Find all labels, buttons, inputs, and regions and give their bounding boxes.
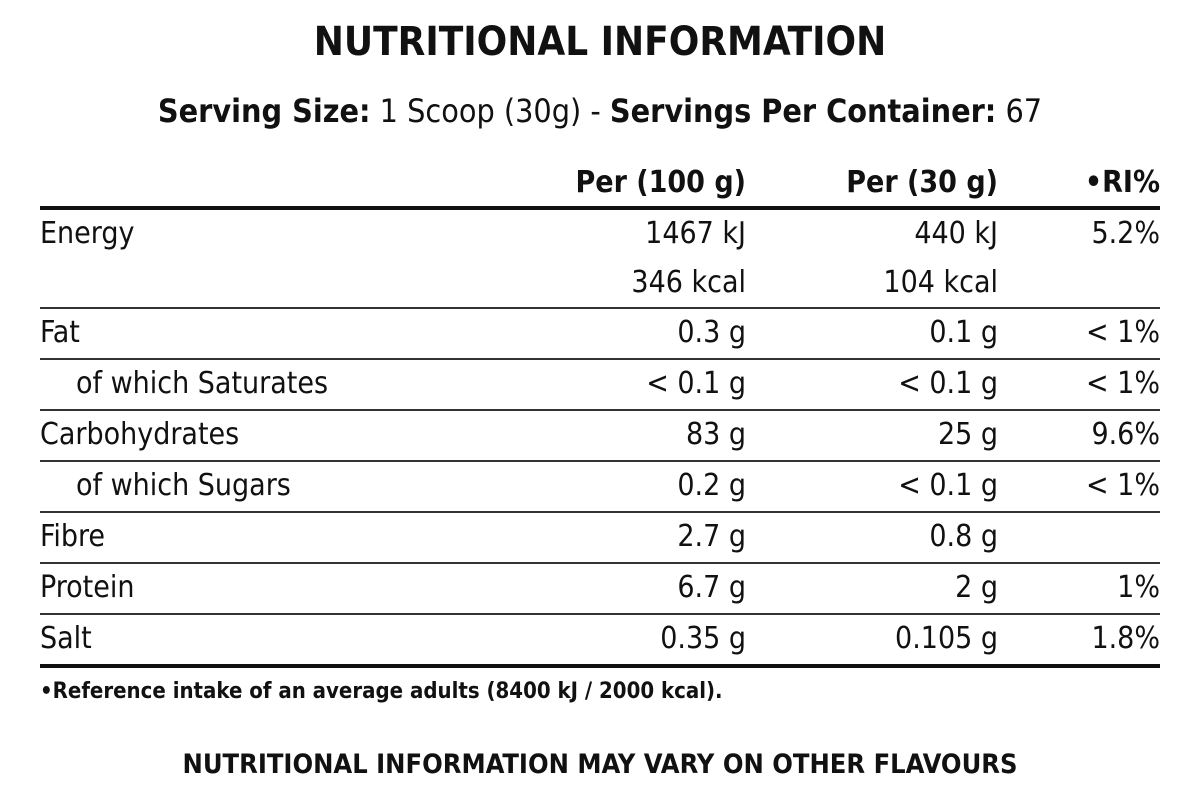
nutrition-table: Per (100 g) Per (30 g) •RI% Energy 1467 … bbox=[40, 160, 1160, 668]
value-ri: 5.2% bbox=[1091, 216, 1160, 251]
value-per-30g: 0.8 g bbox=[929, 519, 998, 554]
header-ri: •RI% bbox=[1084, 165, 1160, 200]
table-row-fibre: Fibre 2.7 g 0.8 g bbox=[40, 513, 1160, 564]
value-per-100g: 0.2 g bbox=[677, 468, 746, 503]
value-per-30g: 2 g bbox=[955, 570, 998, 605]
value-ri: < 1% bbox=[1085, 468, 1160, 503]
flavour-disclaimer: NUTRITIONAL INFORMATION MAY VARY ON OTHE… bbox=[182, 749, 1018, 780]
value-per-30g: 0.1 g bbox=[929, 315, 998, 350]
value-per-30g: < 0.1 g bbox=[898, 366, 998, 401]
value-per-100g: 83 g bbox=[685, 417, 746, 452]
row-label: Fibre bbox=[40, 519, 106, 554]
row-label: of which Sugars bbox=[76, 468, 291, 503]
row-label: of which Saturates bbox=[76, 366, 329, 401]
value-ri: 1.8% bbox=[1091, 621, 1160, 656]
value-per-30g: 440 kJ bbox=[914, 216, 998, 251]
header-per-100g: Per (100 g) bbox=[575, 165, 746, 200]
serving-info: Serving Size: 1 Scoop (30g) - Servings P… bbox=[0, 90, 1200, 132]
table-row-protein: Protein 6.7 g 2 g 1% bbox=[40, 564, 1160, 615]
header-per-30g: Per (30 g) bbox=[846, 165, 998, 200]
value-ri: < 1% bbox=[1085, 366, 1160, 401]
row-label: Protein bbox=[40, 570, 135, 605]
value-ri: < 1% bbox=[1085, 315, 1160, 350]
table-row-saturates: of which Saturates < 0.1 g < 0.1 g < 1% bbox=[40, 360, 1160, 411]
value-per-30g: < 0.1 g bbox=[898, 468, 998, 503]
value-per-100g: 0.35 g bbox=[660, 621, 746, 656]
value-per-100g-kcal: 346 kcal bbox=[631, 265, 746, 300]
table-row-fat: Fat 0.3 g 0.1 g < 1% bbox=[40, 309, 1160, 360]
servings-per-container-label: Servings Per Container: bbox=[609, 92, 997, 130]
value-per-30g: 25 g bbox=[937, 417, 998, 452]
page-title: NUTRITIONAL INFORMATION bbox=[313, 19, 887, 65]
row-label: Carbohydrates bbox=[40, 417, 240, 452]
serving-size-label: Serving Size: bbox=[157, 92, 371, 130]
row-label: Salt bbox=[40, 621, 92, 656]
value-per-100g: < 0.1 g bbox=[646, 366, 746, 401]
reference-intake-footnote: •Reference intake of an average adults (… bbox=[40, 679, 723, 704]
value-per-30g: 0.105 g bbox=[895, 621, 998, 656]
value-per-100g: 0.3 g bbox=[677, 315, 746, 350]
value-ri: 9.6% bbox=[1091, 417, 1160, 452]
table-row-sugars: of which Sugars 0.2 g < 0.1 g < 1% bbox=[40, 462, 1160, 513]
row-label: Fat bbox=[40, 315, 80, 350]
value-per-30g-kcal: 104 kcal bbox=[883, 265, 998, 300]
value-per-100g: 2.7 g bbox=[677, 519, 746, 554]
table-row-salt: Salt 0.35 g 0.105 g 1.8% bbox=[40, 615, 1160, 668]
value-per-100g: 6.7 g bbox=[677, 570, 746, 605]
value-per-100g: 1467 kJ bbox=[645, 216, 746, 251]
table-header-row: Per (100 g) Per (30 g) •RI% bbox=[40, 160, 1160, 210]
table-row-energy: Energy 1467 kJ 440 kJ 5.2% 346 kcal 104 … bbox=[40, 210, 1160, 309]
table-row-carbohydrates: Carbohydrates 83 g 25 g 9.6% bbox=[40, 411, 1160, 462]
row-label: Energy bbox=[40, 216, 135, 251]
value-ri: 1% bbox=[1117, 570, 1160, 605]
servings-per-container-value: 67 bbox=[996, 92, 1043, 130]
serving-size-value: 1 Scoop (30g) - bbox=[370, 92, 610, 130]
